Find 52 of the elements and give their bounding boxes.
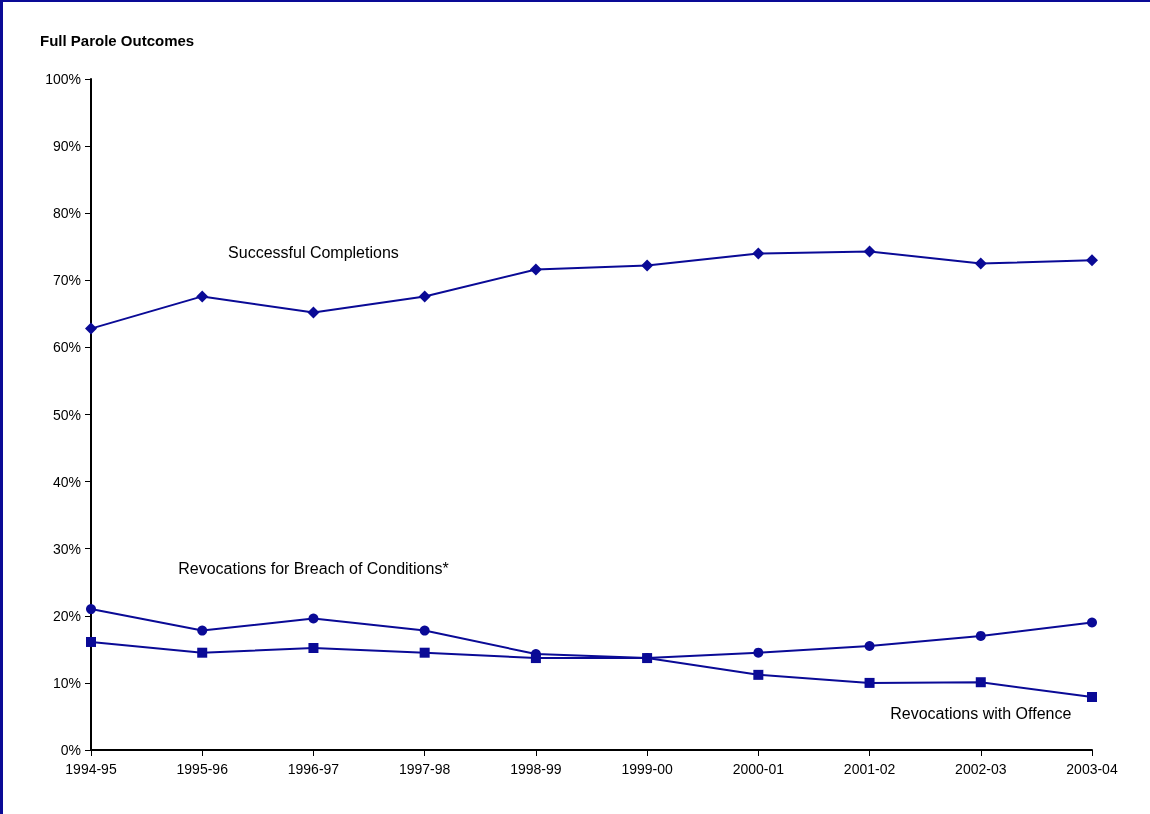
x-tick-label: 1996-97 <box>287 761 340 777</box>
y-tick-label: 0% <box>60 742 81 758</box>
point <box>641 259 654 272</box>
point <box>196 290 209 303</box>
point <box>1087 691 1097 702</box>
x-tick-label: 2001-02 <box>843 761 896 777</box>
point <box>197 625 208 636</box>
y-tick-label: 80% <box>52 205 81 222</box>
point <box>864 677 875 688</box>
x-tick-label: 1999-00 <box>621 761 674 777</box>
y-tick-label: 90% <box>52 138 81 155</box>
point <box>753 647 764 658</box>
x-tick-label: 1995-96 <box>176 761 229 777</box>
y-tick-label: 30% <box>52 540 81 557</box>
point <box>529 263 542 276</box>
y-tick-label: 60% <box>52 339 81 356</box>
series-label: Revocations with Offence <box>890 704 1072 722</box>
point <box>86 604 96 615</box>
y-tick-label: 20% <box>52 607 81 624</box>
point <box>308 643 319 654</box>
point <box>975 677 986 688</box>
point <box>197 647 208 658</box>
y-tick-label: 40% <box>52 473 81 490</box>
point <box>974 257 987 270</box>
x-tick-label: 2000-01 <box>732 761 785 777</box>
text: Successful Completions <box>228 243 399 261</box>
point <box>307 306 320 319</box>
point <box>753 669 764 680</box>
point <box>752 247 765 260</box>
point <box>864 641 875 651</box>
x-tick-label: 2002-03 <box>955 761 1007 777</box>
point <box>418 290 431 303</box>
x-tick-label: 1997-98 <box>398 761 451 777</box>
point <box>530 653 541 664</box>
y-tick-label: 50% <box>52 406 81 423</box>
y-tick-label: 70% <box>52 272 81 289</box>
point <box>975 630 986 641</box>
y-tick-label: 100% <box>45 71 81 87</box>
point <box>863 245 876 258</box>
y-tick-label: 10% <box>52 674 81 691</box>
x-tick-label: 1994-95 <box>65 761 117 777</box>
x-tick-label: 2003-04 <box>1066 761 1118 777</box>
point <box>308 613 319 624</box>
chart-title: Full Parole Outcomes <box>40 32 195 49</box>
point <box>85 322 97 335</box>
text: Revocations for Breach of Conditions* <box>178 559 449 577</box>
point <box>1086 254 1098 267</box>
point <box>419 625 430 636</box>
point <box>1087 617 1097 628</box>
point <box>86 636 96 647</box>
x-tick-label: 1998-99 <box>510 761 562 777</box>
point <box>419 647 430 658</box>
